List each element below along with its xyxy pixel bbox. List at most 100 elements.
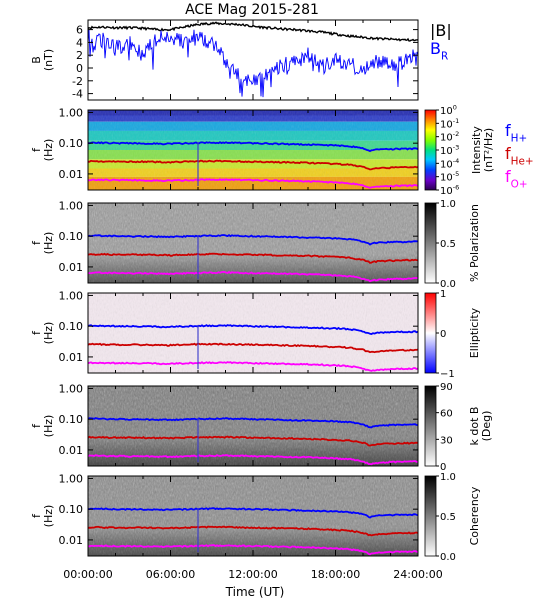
y-tick-label: 0.10 <box>59 230 84 243</box>
spectrogram-shade <box>88 203 418 283</box>
colorbar-unit: (nT²/Hz) <box>482 128 495 172</box>
y-tick-label: 2 <box>76 49 83 62</box>
y-axis-unit: (Hz) <box>42 322 55 345</box>
spectrogram <box>88 203 418 283</box>
y-axis-label: f <box>30 423 43 428</box>
gyro-line-he-plus <box>87 252 419 264</box>
colorbar-tick-label: 1 <box>440 289 446 300</box>
colorbar-tick-label: 10-4 <box>440 157 459 171</box>
colorbar-tick-label: 10-1 <box>440 117 459 131</box>
colorbar-tick-label: 90 <box>440 382 453 393</box>
y-tick-label: 0.01 <box>59 261 84 274</box>
x-tick-label: 12:00:00 <box>228 568 277 581</box>
spectrogram-shade <box>88 476 418 556</box>
colorbar-tick-label: 1.0 <box>440 472 456 483</box>
colorbar-tick-label: 0 <box>440 329 446 340</box>
x-tick-label: 18:00:00 <box>311 568 360 581</box>
y-tick-label: 0 <box>76 62 83 75</box>
colorbar-tick-label: 100 <box>440 104 457 118</box>
y-axis-unit: (nT) <box>42 49 55 71</box>
legend-f-he-plus: fHe+ <box>505 144 534 168</box>
y-tick-label: 0.01 <box>59 168 84 181</box>
colorbar-label: Intensity <box>470 126 483 174</box>
spectrogram <box>88 293 418 373</box>
colorbar: 1.0 0.5 0.0 % Polarization <box>424 199 481 290</box>
y-axis-label: f <box>30 147 43 152</box>
y-axis-unit: (Hz) <box>42 505 55 528</box>
legend: |B|BR <box>430 21 452 63</box>
y-tick-label: 0.10 <box>59 413 84 426</box>
legend-b-r: BR <box>430 39 448 63</box>
gyro-line-he-plus <box>87 159 419 171</box>
colorbar-scale <box>424 475 437 557</box>
colorbar: 90 60 30 0 k dot B (Deg) <box>424 382 493 473</box>
gyro-line-h-plus <box>87 324 419 335</box>
colorbar-tick-label: 1.0 <box>440 199 456 210</box>
y-tick-label: 0.01 <box>59 351 84 364</box>
colorbar-scale <box>424 385 437 467</box>
ellipticity-texture <box>88 293 418 373</box>
legend-f-h-plus: fH+ <box>505 121 527 145</box>
colorbar-scale <box>424 109 437 191</box>
panel-k-dot-b: 1.00 0.10 0.01 f (Hz) 90 60 30 0 k dot B (Deg) <box>30 382 493 473</box>
y-axis-label: f <box>30 240 43 245</box>
gyro-line-h-plus <box>87 141 419 153</box>
series-line-b-r <box>87 29 419 98</box>
x-axis-label: Time (UT) <box>225 585 285 599</box>
colorbar-label: Coherency <box>468 486 481 545</box>
colorbar: 1 0 −1 Ellipticity <box>424 289 481 380</box>
colorbar-tick-label: −1 <box>440 369 455 380</box>
x-tick-label: 24:00:00 <box>393 568 442 581</box>
colorbar-tick-label: 10-6 <box>440 184 459 198</box>
colorbar-scale <box>424 202 437 284</box>
y-axis-label: B <box>30 56 43 64</box>
colorbar-label: k dot B <box>468 407 481 446</box>
gyro-line-o-plus <box>88 178 419 189</box>
panel-coherency: 1.00 0.10 0.01 f (Hz) 1.0 0.5 0.0 Coherency <box>30 472 481 563</box>
y-tick-label: 1.00 <box>59 289 84 302</box>
spectrogram <box>88 386 418 466</box>
y-tick-label: 0.01 <box>59 444 84 457</box>
colorbar-tick-label: 10-2 <box>440 130 459 144</box>
y-tick-label: 4 <box>76 36 83 49</box>
legend-f-o-plus: fO+ <box>505 167 528 191</box>
colorbar-tick-label: 0.5 <box>440 512 456 523</box>
panel-ellipticity: 1.00 0.10 0.01 f (Hz) 1 0 −1 Ellipticity <box>30 289 481 380</box>
colorbar: 1.0 0.5 0.0 Coherency <box>424 472 481 563</box>
gyro-line-he-plus <box>87 342 419 354</box>
x-axis: 00:00:00 06:00:00 12:00:00 18:00:00 24:00:00… <box>63 568 442 599</box>
gyro-line-o-plus <box>87 361 419 372</box>
gyro-line-h-plus <box>88 507 419 519</box>
colorbar-tick-label: 0.0 <box>440 279 456 290</box>
x-tick-labels: 00:00:00 06:00:00 12:00:00 18:00:00 24:00:00 <box>63 568 442 581</box>
x-tick-label: 06:00:00 <box>146 568 195 581</box>
spectrogram <box>88 476 418 556</box>
colorbar-label: % Polarization <box>468 204 481 282</box>
panel-polarization: 1.00 0.10 0.01 f (Hz) 1.0 0.5 0.0 % Polarization <box>30 199 481 290</box>
y-tick-label: 1.00 <box>59 106 84 119</box>
panel-intensity: 1.00 0.10 0.01 f (Hz) 10010-110-210-310-410-5… <box>30 104 534 198</box>
y-tick-label: 6 <box>76 24 83 37</box>
colorbar-tick-label: 60 <box>440 409 453 420</box>
y-tick-label: 0.01 <box>59 534 84 547</box>
y-tick-label: 0.10 <box>59 503 84 516</box>
gyro-line-he-plus <box>87 525 419 537</box>
colorbar-tick-label: 10-3 <box>440 144 459 158</box>
legend: fH+fHe+fO+ <box>505 121 534 191</box>
legend-b-magnitude: |B| <box>430 21 452 40</box>
y-axis-unit: (Hz) <box>42 139 55 162</box>
y-tick-label: 1.00 <box>59 382 84 395</box>
y-tick-label: 1.00 <box>59 199 84 212</box>
y-tick-label: -4 <box>72 88 83 101</box>
y-axis-label: f <box>30 330 43 335</box>
colorbar-unit: (Deg) <box>480 411 493 442</box>
gyro-line-o-plus <box>87 454 418 466</box>
y-tick-label: -2 <box>72 75 83 88</box>
gyro-line-he-plus <box>87 435 419 447</box>
colorbar-tick-label: 0.0 <box>440 552 456 563</box>
colorbar-tick-label: 10-5 <box>440 170 459 184</box>
y-tick-label: 0.10 <box>59 320 84 333</box>
